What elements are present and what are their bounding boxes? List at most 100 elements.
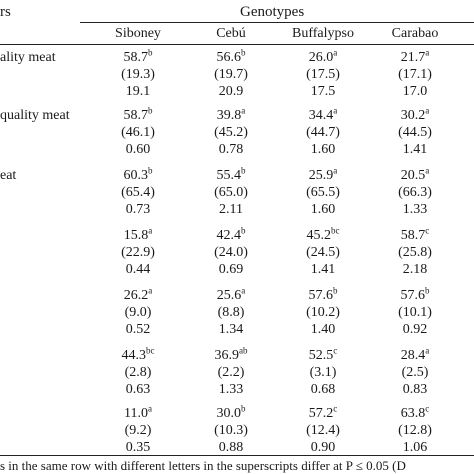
table-cell-paren: (10.1): [398, 305, 432, 320]
table-cell-mean: 34.4a: [273, 105, 373, 124]
table-cell-paren: (2.8): [124, 365, 152, 380]
cell-superscript: a: [425, 165, 430, 176]
table-cell-third: 1.33: [218, 382, 244, 397]
table-cell-paren: (44.7): [306, 125, 340, 140]
table-cell-paren: (66.3): [398, 185, 432, 200]
table-cell-mean: 44.3bc: [88, 345, 188, 364]
table-cell-mean: 57.6b: [365, 285, 465, 304]
table-cell-third: 19.1: [125, 84, 151, 99]
cell-value: 28.4: [400, 348, 426, 363]
cell-value: 56.6: [216, 50, 242, 65]
table-cell-paren: (24.5): [306, 245, 340, 260]
cell-value: 55.4: [216, 168, 242, 183]
cell-value: 57.2: [308, 406, 334, 421]
column-header-siboney: Siboney: [115, 26, 161, 41]
cell-superscript: a: [425, 47, 430, 58]
table-cell-paren: (12.8): [398, 423, 432, 438]
table-cell-third: 0.35: [125, 440, 151, 455]
table-cell-paren: (2.2): [217, 365, 245, 380]
cell-superscript: c: [333, 403, 338, 414]
table-cell-paren: (2.5): [401, 365, 429, 380]
cell-superscript: b: [241, 165, 246, 176]
row-label-3: eat: [0, 168, 17, 183]
table-cell-mean: 58.7c: [365, 226, 465, 244]
cell-value: 30.0: [216, 406, 242, 421]
table-cell-paren: (44.5): [398, 125, 432, 140]
table-cell-third: 17.0: [402, 84, 428, 99]
header-bottom-rule: [0, 44, 474, 45]
column-header-buffalypso: Buffalypso: [292, 26, 354, 41]
cell-superscript: b: [148, 105, 153, 116]
table-cell-paren: (19.3): [121, 67, 155, 82]
table-cell-mean: 52.5c: [273, 345, 373, 364]
table-cell-mean: 45.2bc: [273, 226, 373, 244]
table-cell-mean: 60.3b: [88, 166, 188, 184]
table-cell-third: 1.41: [402, 142, 428, 157]
column-header-carabao: Carabao: [391, 26, 439, 41]
genotypes-group-header: Genotypes: [240, 4, 305, 20]
table-cell-third: 0.60: [125, 142, 151, 157]
cell-superscript: c: [333, 345, 338, 356]
table-cell-paren: (45.2): [214, 125, 248, 140]
table-cell-third: 2.11: [219, 202, 243, 217]
cell-value: 42.4: [216, 228, 242, 243]
cell-value: 36.9: [214, 348, 240, 363]
table-cell-mean: 56.6b: [181, 47, 281, 66]
table-cell-mean: 57.2c: [273, 403, 373, 422]
table-cell-third: 1.60: [310, 142, 336, 157]
table-cell-paren: (22.9): [121, 245, 155, 260]
column-header-cebu: Cebú: [216, 26, 246, 41]
row-label-1: ality meat: [0, 50, 56, 65]
table-cell-mean: 21.7a: [365, 47, 465, 66]
table-cell-third: 0.88: [218, 440, 244, 455]
cell-value: 63.8: [400, 406, 426, 421]
cell-value: 60.3: [123, 168, 149, 183]
table-cell-third: 1.60: [310, 202, 336, 217]
table-cell-third: 2.18: [402, 262, 428, 277]
cell-superscript: a: [333, 105, 338, 116]
group-header-rule: [80, 22, 474, 23]
cell-superscript: c: [425, 403, 430, 414]
cell-value: 44.3: [121, 348, 147, 363]
table-cell-paren: (3.1): [309, 365, 337, 380]
cell-superscript: a: [425, 105, 430, 116]
cell-value: 21.7: [400, 50, 426, 65]
table-cell-mean: 26.0a: [273, 47, 373, 66]
cell-superscript: a: [425, 345, 430, 356]
table-cell-paren: (65.4): [121, 185, 155, 200]
stub-header-fragment: rs: [0, 4, 11, 20]
cell-value: 26.0: [308, 50, 334, 65]
table-cell-mean: 63.8c: [365, 403, 465, 422]
table-cell-paren: (65.0): [214, 185, 248, 200]
table-cell-paren: (10.2): [306, 305, 340, 320]
table-cell-mean: 15.8a: [88, 226, 188, 244]
cell-superscript: b: [241, 403, 246, 414]
table-cell-paren: (24.0): [214, 245, 248, 260]
table-cell-paren: (46.1): [121, 125, 155, 140]
cell-value: 25.9: [308, 168, 334, 183]
table-cell-mean: 39.8a: [181, 106, 281, 124]
table-cell-mean: 28.4a: [365, 345, 465, 364]
cell-superscript: b: [425, 285, 430, 296]
cell-superscript: a: [241, 285, 246, 296]
cell-value: 57.6: [400, 288, 426, 303]
table-cell-paren: (17.5): [306, 67, 340, 82]
table-cell-third: 1.41: [310, 262, 336, 277]
cell-superscript: a: [333, 47, 338, 58]
table-cell-paren: (17.1): [398, 67, 432, 82]
cell-superscript: b: [241, 47, 246, 58]
table-cell-paren: (9.2): [124, 423, 152, 438]
cell-superscript: a: [147, 403, 152, 414]
table-cell-mean: 55.4b: [181, 165, 281, 184]
table-cell-third: 0.92: [402, 322, 428, 337]
table-cell-paren: (65.5): [306, 185, 340, 200]
cell-value: 25.6: [216, 288, 242, 303]
table-cell-third: 0.52: [125, 322, 151, 337]
cell-value: 20.5: [400, 168, 426, 183]
table-cell-third: 1.06: [402, 440, 428, 455]
cell-superscript: bc: [146, 345, 155, 356]
table-cell-mean: 30.0b: [181, 403, 281, 422]
cell-superscript: b: [333, 285, 338, 296]
table-cell-mean: 58.7b: [88, 48, 188, 66]
cell-value: 58.7: [400, 228, 426, 243]
